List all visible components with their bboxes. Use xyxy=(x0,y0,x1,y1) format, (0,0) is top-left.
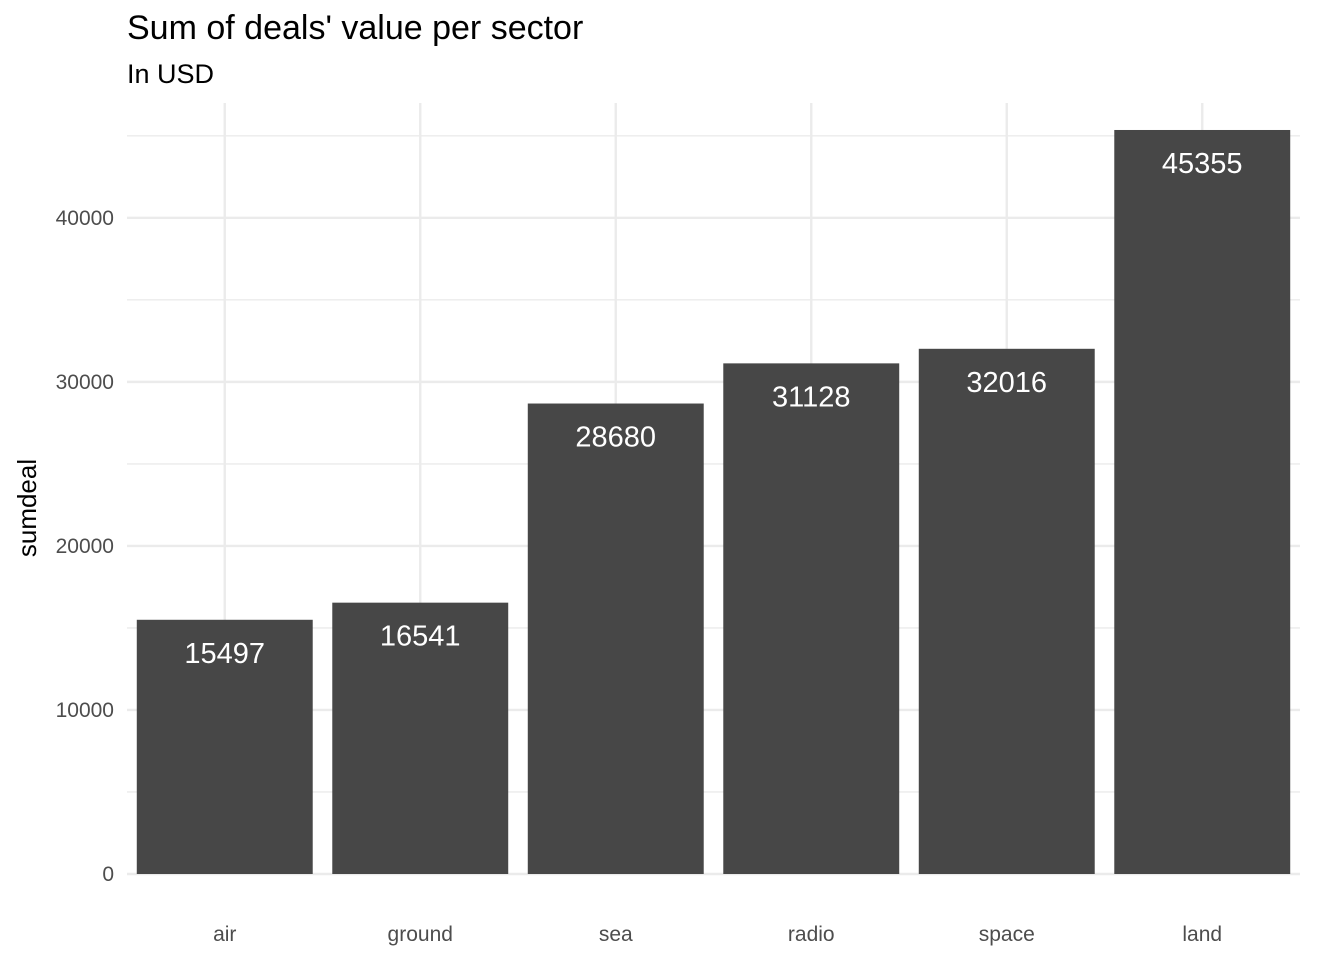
x-tick-label-ground: ground xyxy=(388,923,453,946)
x-tick-label-land: land xyxy=(1182,923,1222,946)
bar-sea xyxy=(527,403,704,874)
bar-air xyxy=(136,619,313,874)
data-labels: 15497 16541 28680 31128 32016 45355 xyxy=(184,148,1242,670)
bar-ground xyxy=(332,602,509,874)
data-label-land: 45355 xyxy=(1162,148,1243,180)
bars xyxy=(136,129,1291,875)
x-tick-label-radio: radio xyxy=(788,923,835,946)
y-tick-label: 40000 xyxy=(56,207,114,230)
y-axis-ticks: 0 10000 20000 30000 40000 xyxy=(56,207,114,886)
y-axis-title: sumdeal xyxy=(12,459,42,557)
x-axis-ticks: air ground sea radio space land xyxy=(213,923,1222,946)
x-tick-label-air: air xyxy=(213,923,236,946)
y-tick-label: 20000 xyxy=(56,535,114,558)
data-label-ground: 16541 xyxy=(380,621,461,653)
bar-space xyxy=(918,348,1095,874)
chart-title: Sum of deals' value per sector xyxy=(127,9,583,47)
chart-subtitle: In USD xyxy=(127,59,214,89)
y-tick-label: 30000 xyxy=(56,371,114,394)
y-tick-label: 0 xyxy=(102,863,114,886)
x-tick-label-sea: sea xyxy=(599,923,633,946)
data-label-space: 32016 xyxy=(966,367,1047,399)
x-tick-label-space: space xyxy=(979,923,1035,946)
data-label-radio: 31128 xyxy=(772,381,851,413)
data-label-sea: 28680 xyxy=(575,422,656,454)
bar-land xyxy=(1114,129,1291,875)
y-tick-label: 10000 xyxy=(56,699,114,722)
bar-radio xyxy=(723,363,900,874)
data-label-air: 15497 xyxy=(184,638,265,670)
